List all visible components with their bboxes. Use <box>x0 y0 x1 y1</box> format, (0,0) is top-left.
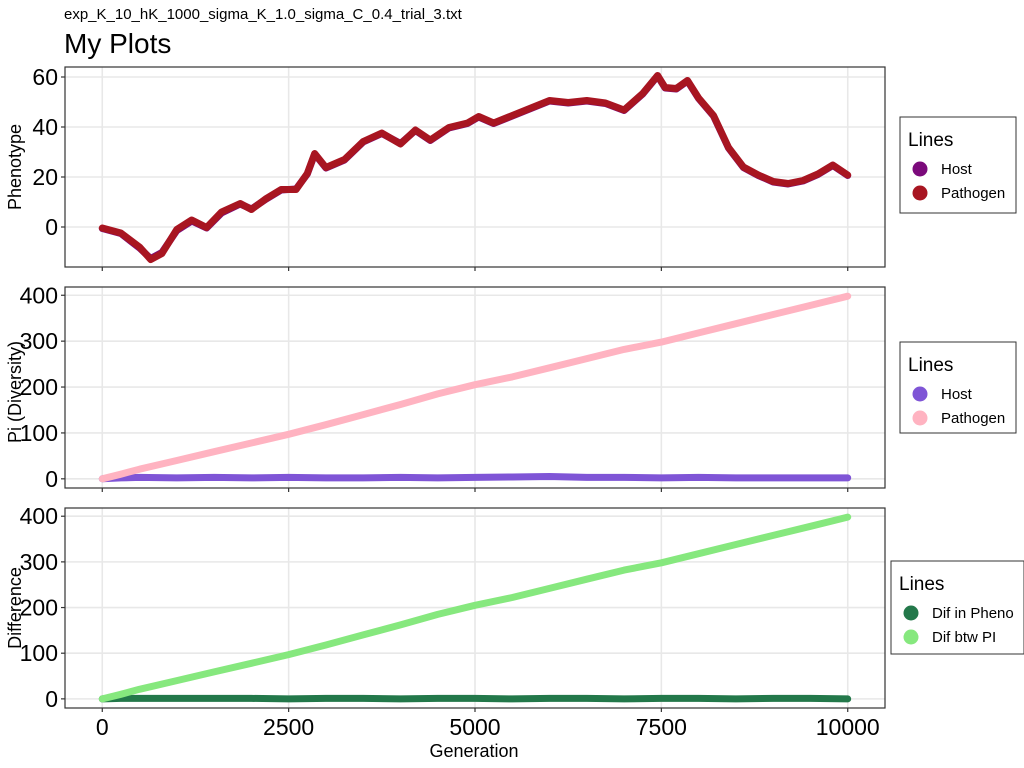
y-tick-label: 40 <box>32 114 58 140</box>
legend-key <box>912 386 928 402</box>
y-tick-label: 0 <box>45 214 58 240</box>
x-tick-label: 7500 <box>636 714 687 740</box>
series-line-pathogen <box>98 292 852 483</box>
y-axis-label: Pi (Diversity) <box>5 341 25 443</box>
legend-label: Dif in Pheno <box>932 605 1014 622</box>
legend-label: Pathogen <box>941 185 1005 202</box>
y-tick-label: 400 <box>20 282 58 308</box>
legend-key <box>912 161 928 177</box>
y-tick-label: 100 <box>20 420 58 446</box>
legend-label: Dif btw PI <box>932 629 996 646</box>
y-tick-label: 0 <box>45 686 58 712</box>
series-line-pathogen <box>98 72 852 263</box>
legend-key <box>903 605 919 621</box>
legend: Lines Host Pathogen <box>899 341 1017 434</box>
y-tick-label: 0 <box>45 466 58 492</box>
y-tick-label: 200 <box>20 595 58 621</box>
y-tick-label: 300 <box>20 328 58 354</box>
legend-title: Lines <box>908 130 953 151</box>
y-axis-label: Phenotype <box>5 124 25 210</box>
legend-label: Host <box>941 161 973 178</box>
panel-2: 0 100 200 300 400 Pi (Diversity) Lines Host Path… <box>5 282 1017 492</box>
legend-title: Lines <box>908 355 953 376</box>
legend: Lines Dif in Pheno Dif btw PI <box>890 560 1024 655</box>
panels: 0 20 40 60 Phenotype Lines Host Pathogen 0 100 200… <box>5 64 1024 740</box>
legend-label: Host <box>941 386 973 403</box>
series-line-dif-in-pheno <box>98 694 852 703</box>
series-line-host <box>98 473 852 483</box>
legend-key <box>912 185 928 201</box>
legend-key <box>903 629 919 645</box>
legend: Lines Host Pathogen <box>899 116 1017 214</box>
x-tick-label: 2500 <box>263 714 314 740</box>
x-tick-label: 5000 <box>449 714 500 740</box>
y-tick-label: 200 <box>20 374 58 400</box>
legend-title: Lines <box>899 574 944 595</box>
legend-key <box>912 410 928 426</box>
x-tick-label: 0 <box>96 714 109 740</box>
y-tick-label: 300 <box>20 549 58 575</box>
y-tick-label: 60 <box>32 64 58 90</box>
y-tick-label: 400 <box>20 503 58 529</box>
figure-subtitle: exp_K_10_hK_1000_sigma_K_1.0_sigma_C_0.4… <box>64 6 463 23</box>
x-tick-label: 10000 <box>816 714 880 740</box>
y-tick-label: 100 <box>20 640 58 666</box>
panel-1: 0 20 40 60 Phenotype Lines Host Pathogen <box>5 64 1017 271</box>
y-axis-label: Difference <box>5 567 25 649</box>
y-tick-label: 20 <box>32 164 58 190</box>
panel-3: 0 100 200 300 400 0 2500 5000 7500 10000 Differenc… <box>5 503 1024 740</box>
series-line-dif-btw-pi <box>98 513 852 703</box>
figure-title: My Plots <box>64 28 171 59</box>
legend-label: Pathogen <box>941 410 1005 427</box>
x-axis-label: Generation <box>429 741 518 761</box>
